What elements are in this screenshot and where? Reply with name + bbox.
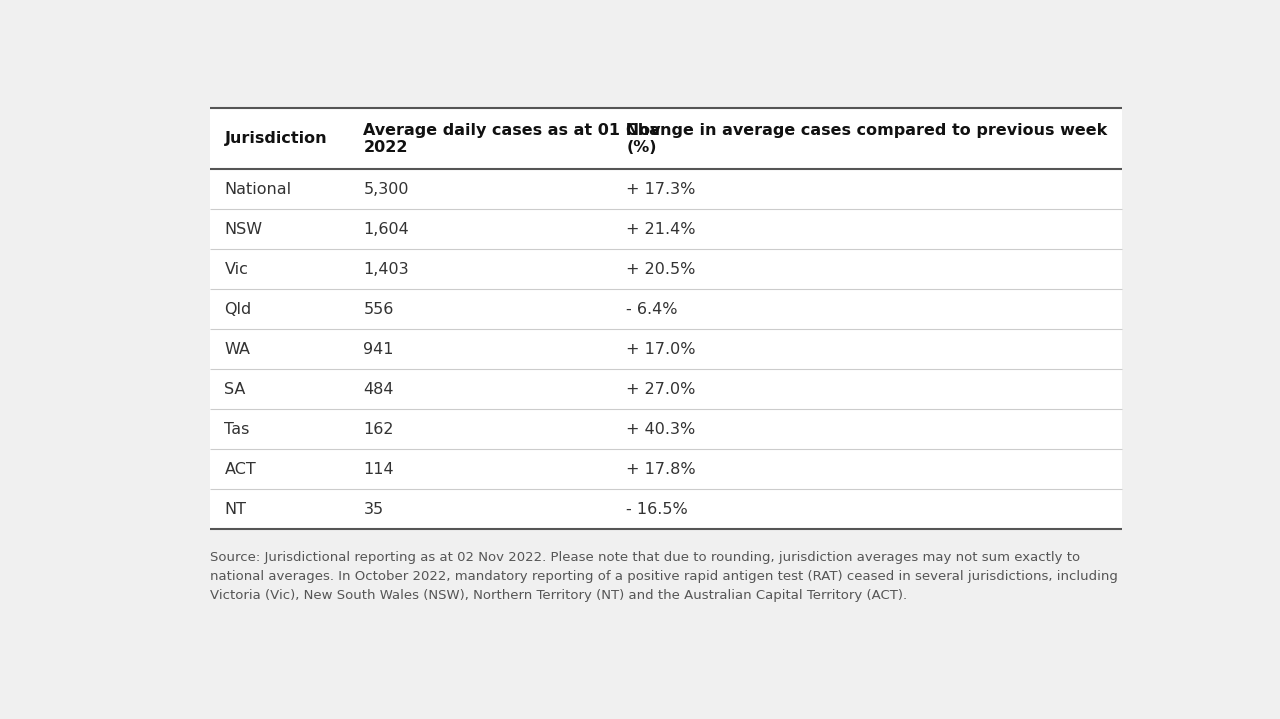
Text: 1,604: 1,604: [364, 222, 410, 237]
Text: 5,300: 5,300: [364, 182, 408, 197]
Text: + 40.3%: + 40.3%: [626, 422, 695, 436]
Text: + 20.5%: + 20.5%: [626, 262, 695, 277]
Text: Change in average cases compared to previous week
(%): Change in average cases compared to prev…: [626, 123, 1107, 155]
Text: - 6.4%: - 6.4%: [626, 302, 677, 317]
Text: + 17.0%: + 17.0%: [626, 342, 696, 357]
Text: 556: 556: [364, 302, 394, 317]
Text: 1,403: 1,403: [364, 262, 410, 277]
Text: Source: Jurisdictional reporting as at 02 Nov 2022. Please note that due to roun: Source: Jurisdictional reporting as at 0…: [210, 551, 1117, 603]
Text: 941: 941: [364, 342, 394, 357]
FancyBboxPatch shape: [210, 109, 1123, 529]
Text: 162: 162: [364, 422, 394, 436]
Text: - 16.5%: - 16.5%: [626, 502, 687, 517]
Text: SA: SA: [224, 382, 246, 397]
Text: Qld: Qld: [224, 302, 252, 317]
Text: 114: 114: [364, 462, 394, 477]
Text: + 27.0%: + 27.0%: [626, 382, 695, 397]
Text: National: National: [224, 182, 292, 197]
Text: NT: NT: [224, 502, 247, 517]
Text: 484: 484: [364, 382, 394, 397]
Text: + 21.4%: + 21.4%: [626, 222, 696, 237]
Text: + 17.8%: + 17.8%: [626, 462, 696, 477]
Text: Vic: Vic: [224, 262, 248, 277]
Text: Average daily cases as at 01 Nov
2022: Average daily cases as at 01 Nov 2022: [364, 123, 660, 155]
Text: WA: WA: [224, 342, 251, 357]
Text: Tas: Tas: [224, 422, 250, 436]
Text: + 17.3%: + 17.3%: [626, 182, 695, 197]
Text: 35: 35: [364, 502, 384, 517]
Text: ACT: ACT: [224, 462, 256, 477]
Text: Jurisdiction: Jurisdiction: [224, 132, 328, 147]
Text: NSW: NSW: [224, 222, 262, 237]
